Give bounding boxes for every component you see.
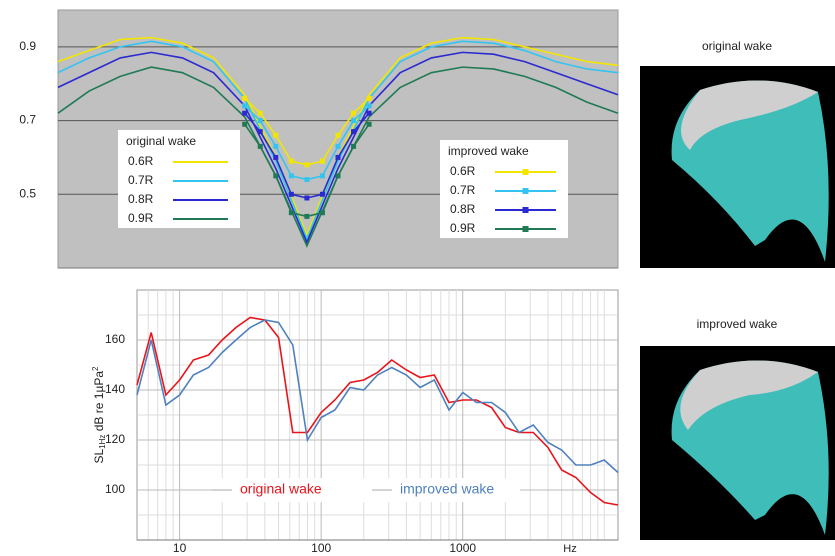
point-marker bbox=[320, 192, 325, 197]
y-label-rest: dB re 1µPa bbox=[92, 371, 106, 435]
y-label-sup: 2 bbox=[91, 366, 100, 371]
point-marker bbox=[367, 122, 372, 127]
x-tick-label: 100 bbox=[311, 541, 331, 555]
y-tick-label: 0.5 bbox=[19, 186, 36, 200]
point-marker bbox=[304, 177, 309, 182]
image-caption: improved wake bbox=[697, 317, 778, 331]
legend-label: 0.6R bbox=[128, 154, 154, 168]
point-marker bbox=[258, 144, 263, 149]
legend-marker bbox=[523, 169, 529, 175]
legend-marker bbox=[523, 226, 529, 232]
point-marker bbox=[351, 111, 356, 116]
legend-label: 0.9R bbox=[128, 211, 154, 225]
point-marker bbox=[273, 144, 278, 149]
point-marker bbox=[336, 133, 341, 138]
point-marker bbox=[304, 162, 309, 167]
x-tick-label: 1000 bbox=[449, 541, 476, 555]
point-marker bbox=[351, 144, 356, 149]
page: original wake improved wake 0.5 0.7 0.9 ori… bbox=[0, 0, 835, 556]
y-tick-label: 160 bbox=[105, 332, 125, 346]
point-marker bbox=[351, 129, 356, 134]
point-marker bbox=[336, 173, 341, 178]
image-caption: original wake bbox=[702, 39, 772, 53]
point-marker bbox=[336, 144, 341, 149]
y-tick-label: 100 bbox=[105, 482, 125, 496]
chart: 100 120 140 160 10 100 1000 Hz original wake impr… bbox=[105, 290, 618, 555]
point-marker bbox=[304, 214, 309, 219]
point-marker bbox=[273, 155, 278, 160]
y-tick-label: 120 bbox=[105, 432, 125, 446]
legend-marker bbox=[523, 188, 529, 194]
point-marker bbox=[367, 96, 372, 101]
point-marker bbox=[242, 103, 247, 108]
image-panel: improved wake bbox=[640, 317, 835, 540]
legend-label: original wake bbox=[240, 481, 322, 497]
point-marker bbox=[367, 103, 372, 108]
point-marker bbox=[258, 111, 263, 116]
legend-title: improved wake bbox=[448, 144, 529, 158]
y-axis-label: SL1Hz dB re 1µPa2 bbox=[91, 366, 107, 464]
chart: 0.5 0.7 0.9 original wake 0.6R 0.7R 0.8R 0.9R im… bbox=[19, 10, 618, 268]
point-marker bbox=[242, 122, 247, 127]
point-marker bbox=[273, 133, 278, 138]
legend-label: 0.7R bbox=[128, 173, 154, 187]
figure: original wake improved wake 0.5 0.7 0.9 ori… bbox=[0, 0, 835, 556]
legend-label: 0.8R bbox=[450, 202, 476, 216]
point-marker bbox=[351, 118, 356, 123]
point-marker bbox=[289, 173, 294, 178]
legend-marker bbox=[523, 207, 529, 213]
point-marker bbox=[242, 111, 247, 116]
y-label-sub: 1Hz bbox=[98, 435, 107, 449]
point-marker bbox=[320, 210, 325, 215]
legend-label: 0.8R bbox=[128, 192, 154, 206]
y-tick-label: 0.9 bbox=[19, 39, 36, 53]
point-marker bbox=[242, 96, 247, 101]
point-marker bbox=[289, 159, 294, 164]
point-marker bbox=[320, 159, 325, 164]
legend-title: original wake bbox=[126, 134, 196, 148]
image-panel: original wake bbox=[640, 39, 835, 268]
legend-label: 0.6R bbox=[450, 164, 476, 178]
point-marker bbox=[258, 118, 263, 123]
x-axis-label: Hz bbox=[563, 543, 576, 555]
point-marker bbox=[289, 210, 294, 215]
point-marker bbox=[304, 195, 309, 200]
legend-label: 0.9R bbox=[450, 221, 476, 235]
point-marker bbox=[273, 173, 278, 178]
point-marker bbox=[367, 111, 372, 116]
legend-label: 0.7R bbox=[450, 183, 476, 197]
point-marker bbox=[320, 173, 325, 178]
point-marker bbox=[258, 129, 263, 134]
y-label-main: SL bbox=[92, 448, 106, 463]
legend-label: improved wake bbox=[400, 481, 494, 497]
point-marker bbox=[336, 155, 341, 160]
y-tick-label: 140 bbox=[105, 382, 125, 396]
y-tick-label: 0.7 bbox=[19, 113, 36, 127]
point-marker bbox=[289, 192, 294, 197]
x-tick-label: 10 bbox=[173, 541, 187, 555]
